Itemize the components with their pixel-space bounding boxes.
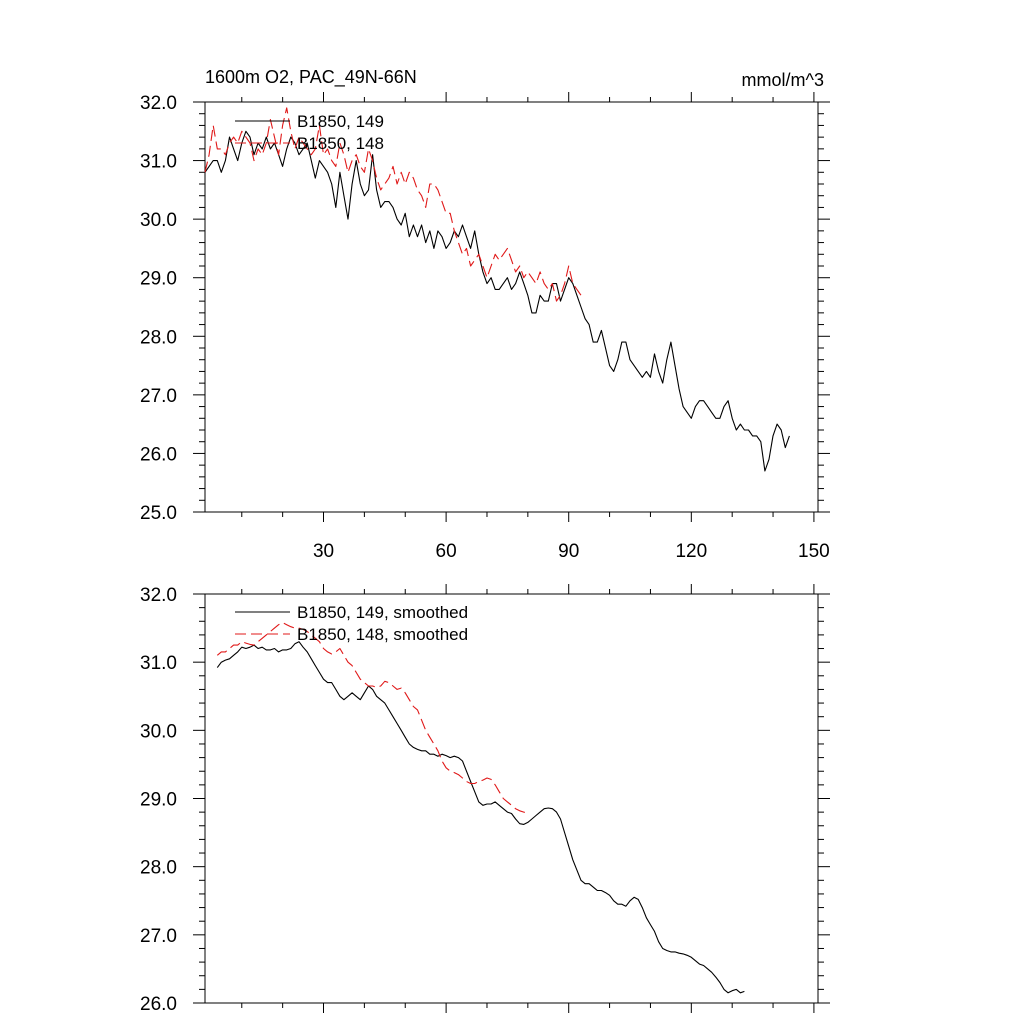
y-tick-label: 25.0 <box>140 503 177 524</box>
y-tick-label: 32.0 <box>140 93 177 114</box>
legend-bottom: B1850, 149, smoothed B1850, 148, smoothe… <box>235 603 468 644</box>
y-tick-label: 26.0 <box>140 994 177 1015</box>
axes-ticks-top <box>193 92 830 522</box>
panel-top: 1600m O2, PAC_49N-66N mmol/m^3 30 60 90 120… <box>140 67 830 562</box>
x-tick-label: 150 <box>798 541 830 562</box>
chart-units: mmol/m^3 <box>742 70 824 90</box>
y-tick-label: 30.0 <box>140 210 177 231</box>
y-tick-label: 29.0 <box>140 269 177 290</box>
y-tick-label: 32.0 <box>140 585 177 606</box>
y-tick-label: 31.0 <box>140 152 177 173</box>
y-tick-label: 26.0 <box>140 444 177 465</box>
legend-label-b1850-148: B1850, 148 <box>297 134 384 153</box>
chart-title: 1600m O2, PAC_49N-66N <box>205 67 417 88</box>
y-tick-label: 28.0 <box>140 858 177 879</box>
plot-frame-bottom <box>204 593 819 1004</box>
axes-ticks-bottom <box>193 584 830 1013</box>
series-group-bottom <box>216 622 745 994</box>
panel-bottom: 26.0 27.0 28.0 29.0 30.0 31.0 32.0 B1850, 149,… <box>140 584 830 1015</box>
series-line-b1850-148-smoothed <box>216 622 528 815</box>
series-line-b1850-149-smoothed <box>216 641 745 994</box>
series-group-top <box>204 107 790 472</box>
y-tick-label: 27.0 <box>140 386 177 407</box>
legend-label-b1850-149: B1850, 149 <box>297 112 384 131</box>
plot-frame-top <box>204 101 819 513</box>
legend-label-b1850-149-smoothed: B1850, 149, smoothed <box>297 603 468 622</box>
y-tick-label: 31.0 <box>140 653 177 674</box>
x-tick-label: 60 <box>436 541 457 562</box>
series-line-b1850-149 <box>204 130 790 472</box>
tick-labels-top: 30 60 90 120 150 25.0 26.0 27.0 28.0 29.0 30.0 31.0… <box>140 93 830 562</box>
tick-labels-bottom: 26.0 27.0 28.0 29.0 30.0 31.0 32.0 <box>140 585 177 1015</box>
legend-label-b1850-148-smoothed: B1850, 148, smoothed <box>297 625 468 644</box>
y-tick-label: 28.0 <box>140 327 177 348</box>
y-tick-label: 30.0 <box>140 721 177 742</box>
y-tick-label: 27.0 <box>140 926 177 947</box>
x-tick-label: 30 <box>313 541 334 562</box>
series-line-b1850-148 <box>204 107 582 302</box>
legend-top: B1850, 149 B1850, 148 <box>235 112 384 153</box>
x-tick-label: 90 <box>558 541 579 562</box>
y-tick-label: 29.0 <box>140 790 177 811</box>
x-tick-label: 120 <box>675 541 707 562</box>
